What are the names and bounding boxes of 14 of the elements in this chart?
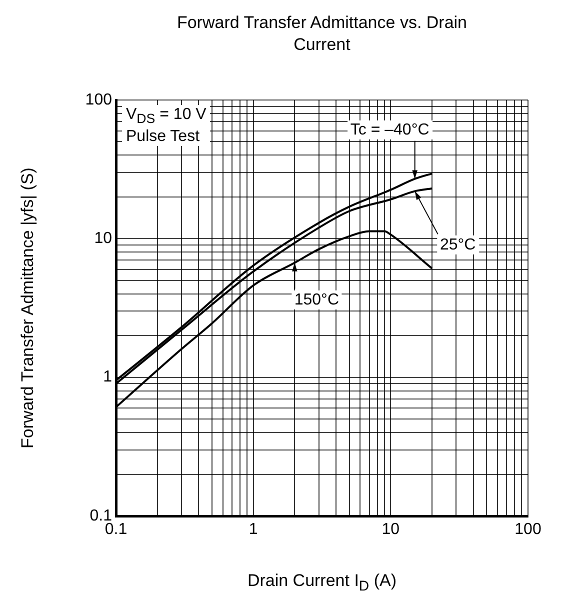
annotation: V$_{DS}$ = 10 V [126,105,206,128]
legend-label: 150°C [291,290,342,310]
y-tick-label: 1 [103,368,112,386]
chart-title: Forward Transfer Admittance vs. Drain Current [176,12,468,56]
y-axis-title: Forward Transfer Admittance |yfs| (S) [18,168,38,448]
x-tick-label: 100 [514,521,542,538]
x-axis-title: Drain Current I$_{D}$ (A) [247,571,397,596]
y-tick-label: 100 [85,91,112,108]
x-tick-label: 1 [248,521,258,538]
text: 25°C [436,236,479,255]
x-tick-label: 10 [382,521,400,538]
y-tick-label: 10 [94,230,112,248]
annotation: Pulse Test [126,127,201,146]
text: Tc = –40°C [347,120,432,140]
